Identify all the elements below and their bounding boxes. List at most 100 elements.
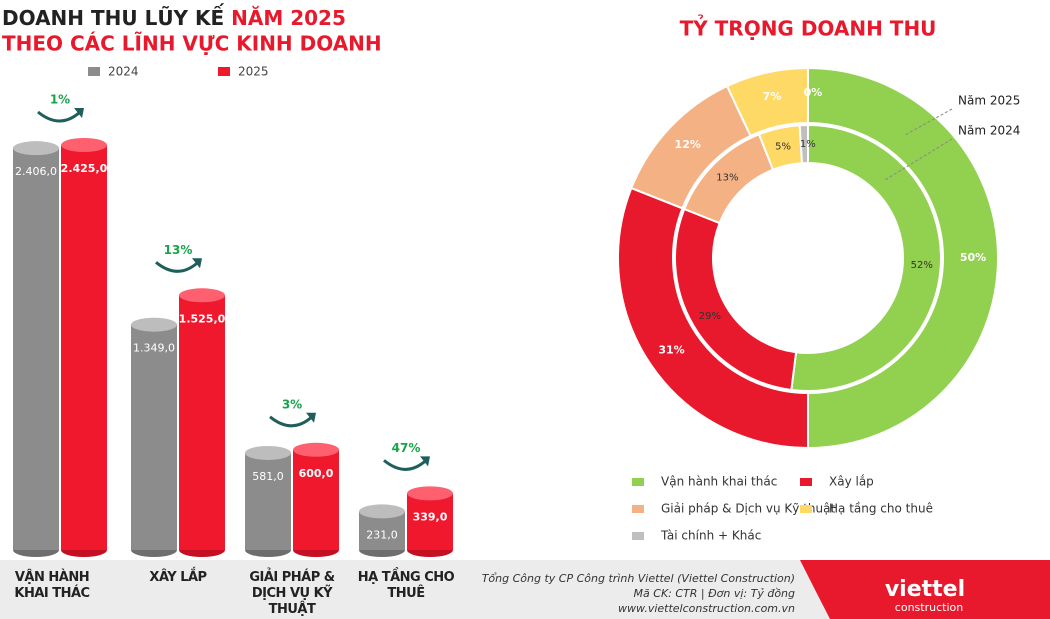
slice-label-unit: %: [711, 311, 721, 322]
legend-swatch: [800, 505, 812, 513]
bar-cap: [61, 138, 107, 152]
x-tick-label: VẬN HÀNH KHAI THÁC: [14, 570, 90, 601]
slice-label: 1%: [800, 139, 816, 150]
pie-slice: [790, 123, 942, 392]
pie-title: TỶ TRỌNG DOANH THU: [680, 16, 937, 41]
footer-website: www.viettelconstruction.com.vn: [618, 602, 795, 615]
legend-swatch: [632, 532, 644, 540]
x-tick-label: HẠ TẦNG CHO THUÊ: [357, 570, 455, 601]
slice-label-value: 1: [800, 139, 806, 150]
slice-label-value: 7: [763, 90, 771, 103]
legend-label: Hạ tầng cho thuê: [829, 502, 933, 516]
value-label: 231,0: [366, 528, 398, 541]
value-label: 600,0: [299, 467, 334, 480]
slice-label: 31%: [658, 344, 684, 357]
bar-cap: [245, 445, 291, 460]
growth-label: 47%: [392, 441, 421, 455]
slice-label: 29%: [699, 311, 721, 322]
slice-label-unit: %: [811, 86, 822, 99]
slice-label: 7%: [763, 90, 782, 103]
slice-label-value: 5: [775, 142, 781, 153]
legend-swatch: [88, 67, 100, 76]
growth-arrow: [269, 415, 314, 428]
footer-logo-band: [800, 560, 1050, 619]
slice-label-value: 50: [960, 251, 976, 264]
value-label: 2.406,0: [15, 165, 57, 178]
pie-slice: [798, 123, 809, 165]
bar: [179, 295, 225, 550]
growth-label: 1%: [50, 93, 70, 107]
slice-label: 50%: [960, 251, 986, 264]
growth-arrow: [155, 261, 200, 273]
legend-label: Xây lắp: [829, 475, 874, 489]
legend-swatch: [632, 505, 644, 513]
annotation-line: [884, 138, 953, 181]
slice-label-value: 13: [716, 172, 729, 183]
growth-label: 3%: [282, 397, 302, 411]
footer-company: Tổng Công ty CP Công trình Viettel (Viet…: [481, 572, 795, 585]
legend-swatch: [218, 67, 230, 76]
annotation: Năm 2024: [958, 124, 1020, 138]
slice-label-value: 31: [658, 344, 673, 357]
growth-arrow: [37, 110, 82, 123]
logo-sub: construction: [895, 601, 963, 614]
slice-label-value: 0: [804, 86, 812, 99]
value-label: 581,0: [252, 470, 284, 483]
slice-label-unit: %: [690, 138, 701, 151]
legend-swatch: [632, 478, 644, 486]
slice-label-unit: %: [770, 90, 781, 103]
bar: [245, 452, 291, 550]
growth-label: 13%: [164, 243, 193, 257]
pie-slice: [807, 66, 999, 450]
x-tick-label: GIẢI PHÁP & DỊCH VỤ KỸ THUẬT: [249, 570, 335, 617]
growth-arrow: [383, 459, 428, 471]
value-label: 339,0: [413, 510, 448, 523]
pie-slice: [617, 186, 809, 450]
logo: viettel: [885, 577, 965, 602]
legend-label: 2024: [108, 65, 139, 79]
chart-title: DOANH THU LŨY KẾ NĂM 2025: [2, 4, 346, 30]
x-tick-label: XÂY LẮP: [149, 570, 207, 585]
growth-arrowhead: [306, 412, 316, 423]
title-part: NĂM 2025: [231, 6, 346, 30]
slice-label-value: 52: [911, 260, 924, 271]
bar-cap: [131, 317, 177, 332]
growth-arrowhead: [192, 258, 202, 269]
slice-label: 0%: [804, 86, 823, 99]
growth-arrowhead: [420, 456, 430, 467]
value-label: 1.349,0: [133, 342, 175, 355]
bar: [131, 324, 177, 550]
legend-label: Vận hành khai thác: [661, 475, 777, 489]
bar-cap: [359, 504, 405, 519]
growth-arrowhead: [74, 108, 84, 118]
legend-swatch: [800, 478, 812, 486]
slice-label: 5%: [775, 142, 791, 153]
value-label: 1.525,0: [179, 312, 226, 325]
slice-label-value: 12: [675, 138, 690, 151]
bar-cap: [179, 288, 225, 303]
legend-label: 2025: [238, 65, 269, 79]
bar-cap: [13, 141, 59, 156]
slice-label: 12%: [675, 138, 701, 151]
slice-label-unit: %: [674, 344, 685, 357]
bar-cap: [407, 486, 453, 501]
legend-label: Giải pháp & Dịch vụ Kỹ thuật: [661, 502, 835, 516]
chart-subtitle: THEO CÁC LĨNH VỰC KINH DOANH: [2, 32, 382, 56]
footer-info: Mã CK: CTR | Đơn vị: Tỷ đồng: [633, 587, 795, 600]
slice-label-value: 29: [699, 311, 712, 322]
bar: [61, 145, 107, 550]
slice-label-unit: %: [975, 251, 986, 264]
slice-label-unit: %: [806, 139, 816, 150]
slice-label-unit: %: [729, 172, 739, 183]
title-part: DOANH THU LŨY KẾ: [2, 4, 231, 30]
value-label: 2.425,0: [61, 162, 108, 175]
bar: [407, 493, 453, 550]
annotation-line: [904, 108, 953, 136]
legend-label: Tài chính + Khác: [660, 529, 761, 543]
slice-label-unit: %: [923, 260, 933, 271]
bar: [13, 148, 59, 550]
annotation: Năm 2025: [958, 94, 1020, 108]
slice-label: 52%: [911, 260, 933, 271]
